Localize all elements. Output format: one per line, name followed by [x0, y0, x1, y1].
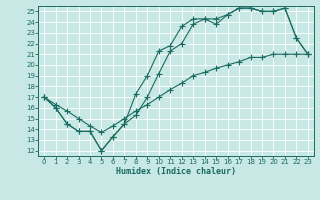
X-axis label: Humidex (Indice chaleur): Humidex (Indice chaleur)	[116, 167, 236, 176]
